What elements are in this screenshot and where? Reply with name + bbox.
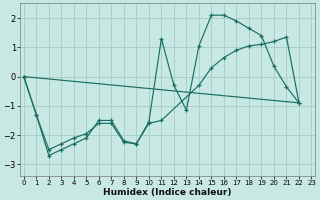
X-axis label: Humidex (Indice chaleur): Humidex (Indice chaleur) [103, 188, 232, 197]
